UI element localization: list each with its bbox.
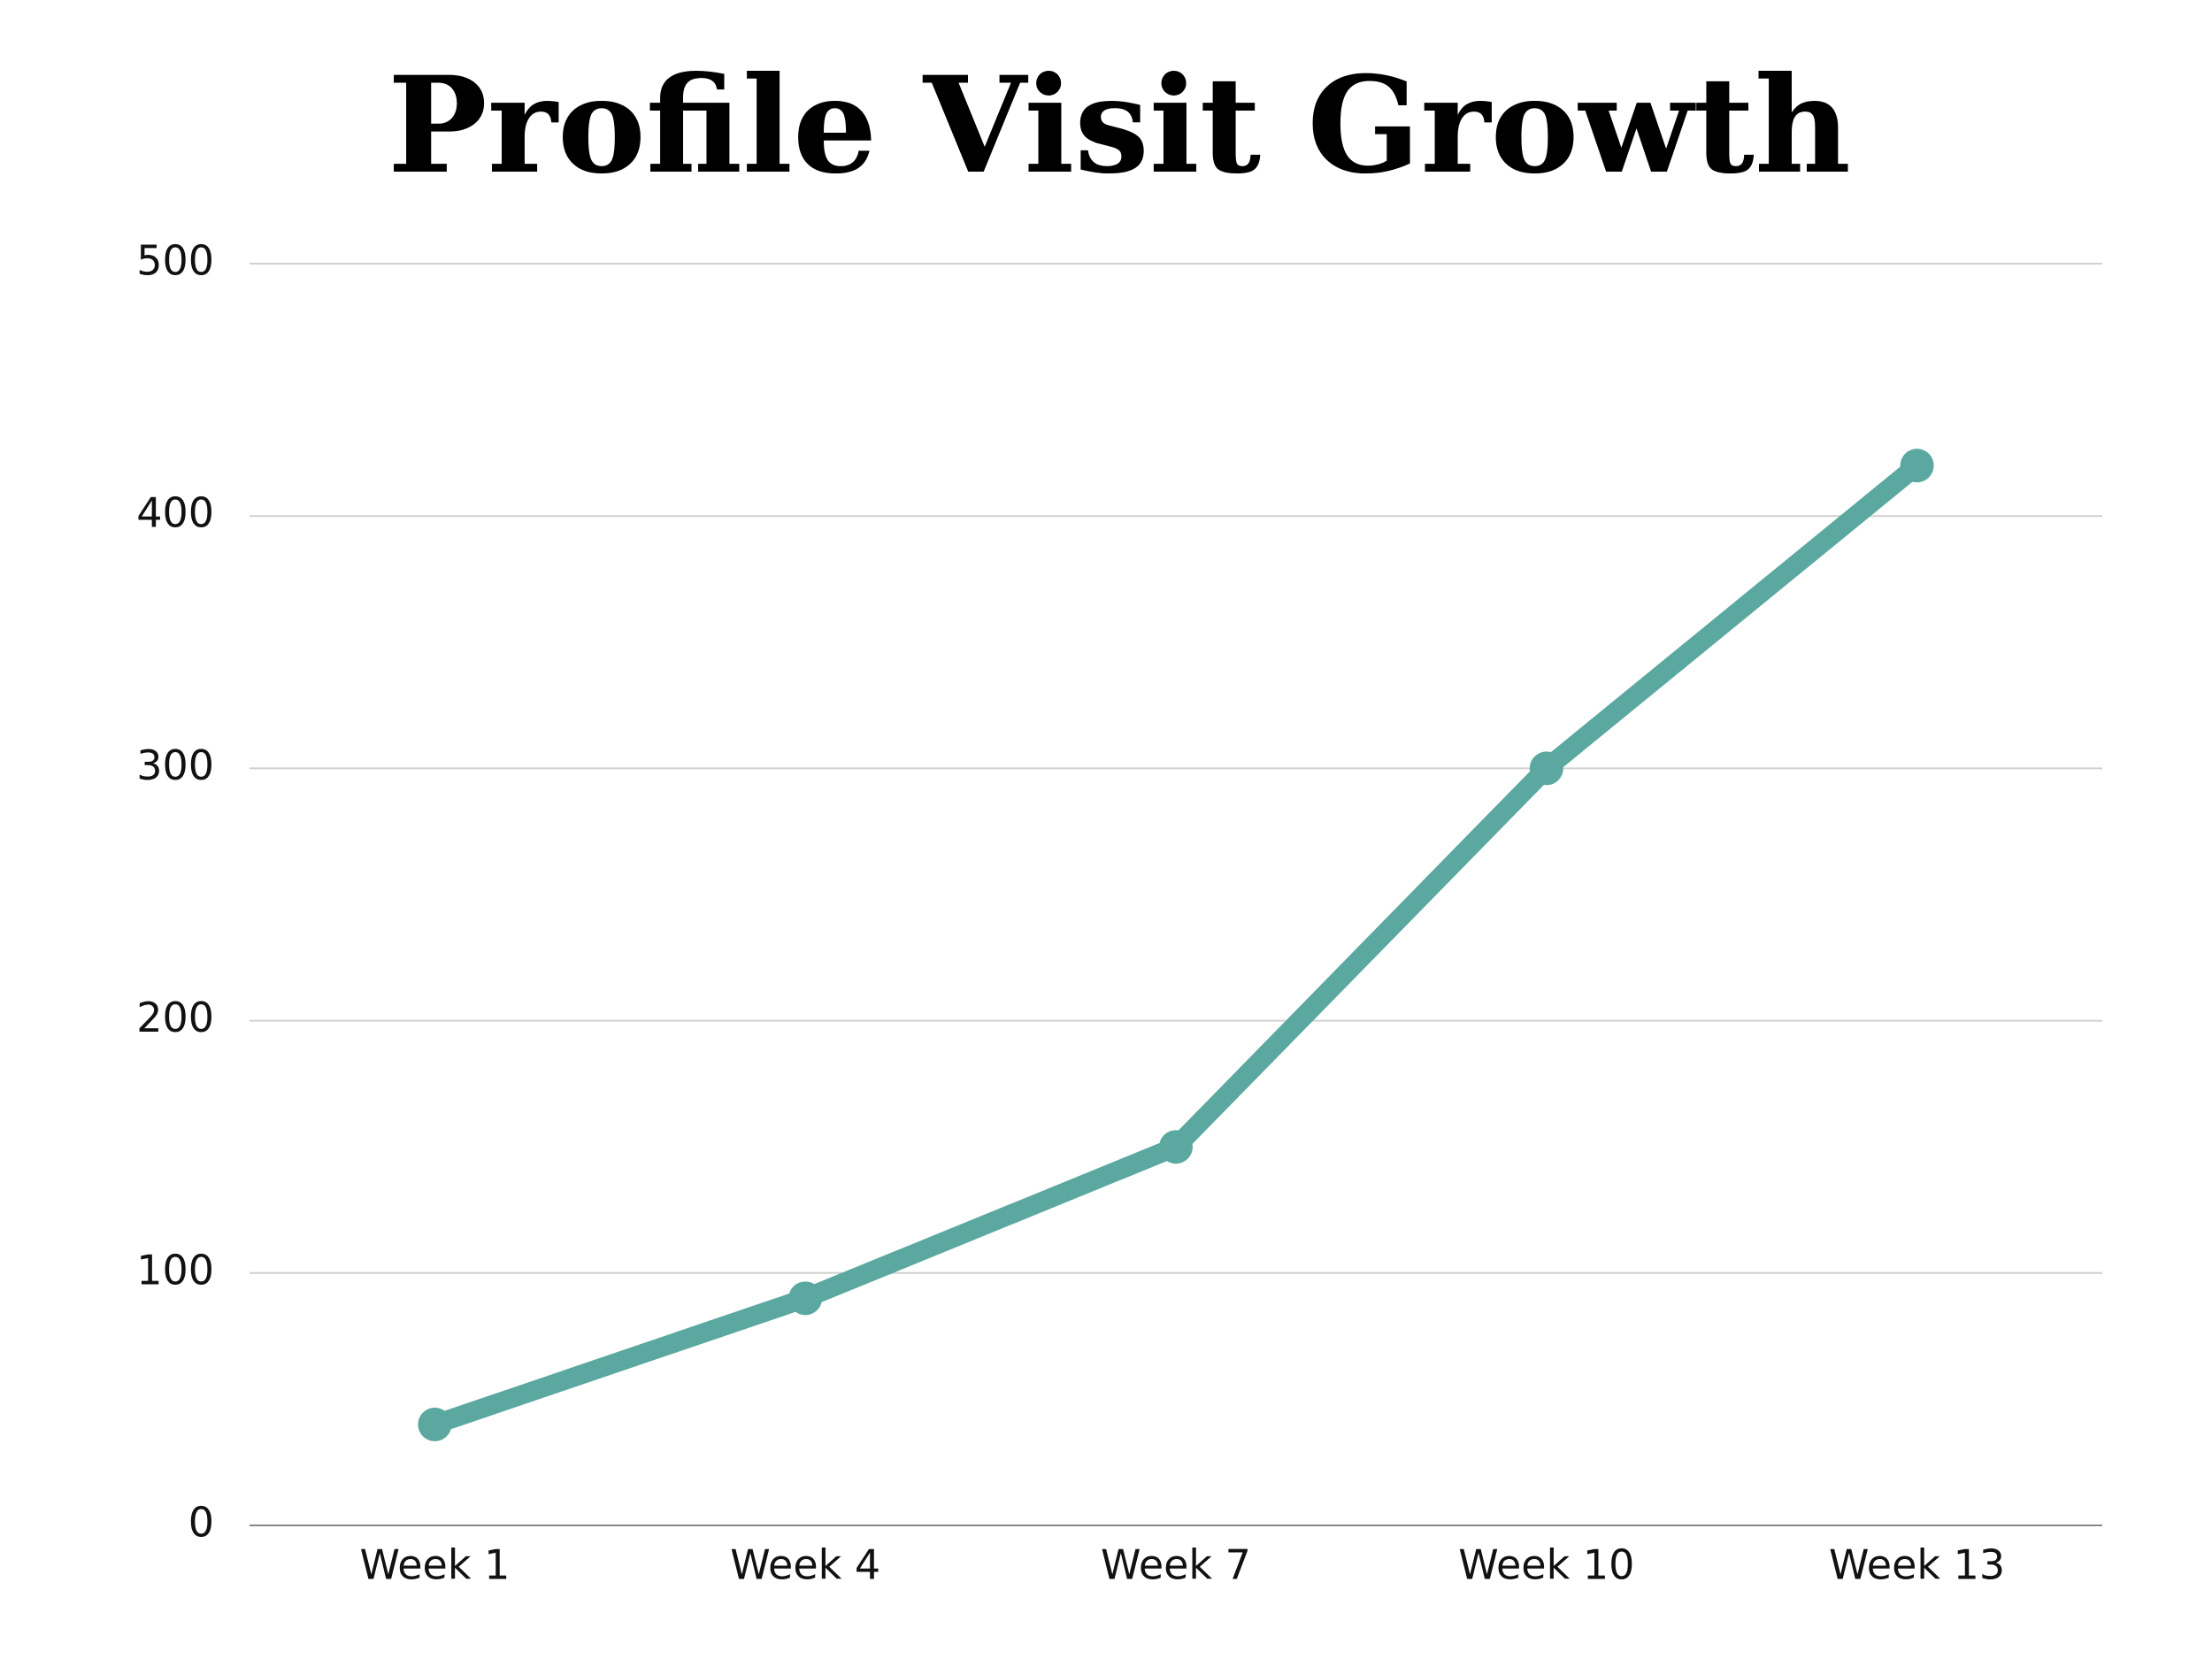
y-tick-label: 400: [136, 489, 214, 537]
x-tick-label: Week 1: [359, 1541, 510, 1589]
chart-title: Profile Visit Growth: [388, 48, 1851, 204]
y-tick-label: 0: [188, 1499, 214, 1547]
x-tick-label: Week 4: [730, 1541, 880, 1589]
point: [1529, 751, 1563, 786]
point: [1159, 1130, 1193, 1164]
x-tick-label: Week 13: [1829, 1541, 2005, 1589]
y-tick-label: 500: [136, 237, 214, 285]
point: [1900, 449, 1934, 483]
y-tick-label: 200: [136, 994, 214, 1041]
y-tick-label: 300: [136, 741, 214, 789]
y-tick-label: 100: [136, 1246, 214, 1294]
point: [418, 1407, 452, 1441]
x-tick-label: Week 10: [1458, 1541, 1634, 1589]
x-tick-label: Week 7: [1101, 1541, 1251, 1589]
point: [788, 1281, 823, 1316]
